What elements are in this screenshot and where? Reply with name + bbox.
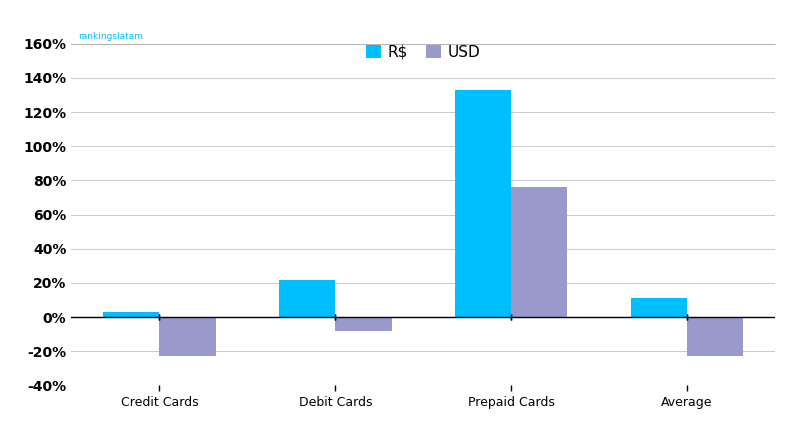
Text: rankingslatam: rankingslatam (78, 32, 143, 41)
Bar (511, 187, 567, 317)
Bar (103, 312, 160, 317)
Bar (160, 317, 216, 357)
Bar (455, 90, 511, 317)
Bar (279, 279, 335, 317)
Legend: R$, USD: R$, USD (366, 45, 480, 60)
Bar (335, 317, 392, 331)
Bar (687, 317, 744, 357)
Bar (630, 298, 687, 317)
